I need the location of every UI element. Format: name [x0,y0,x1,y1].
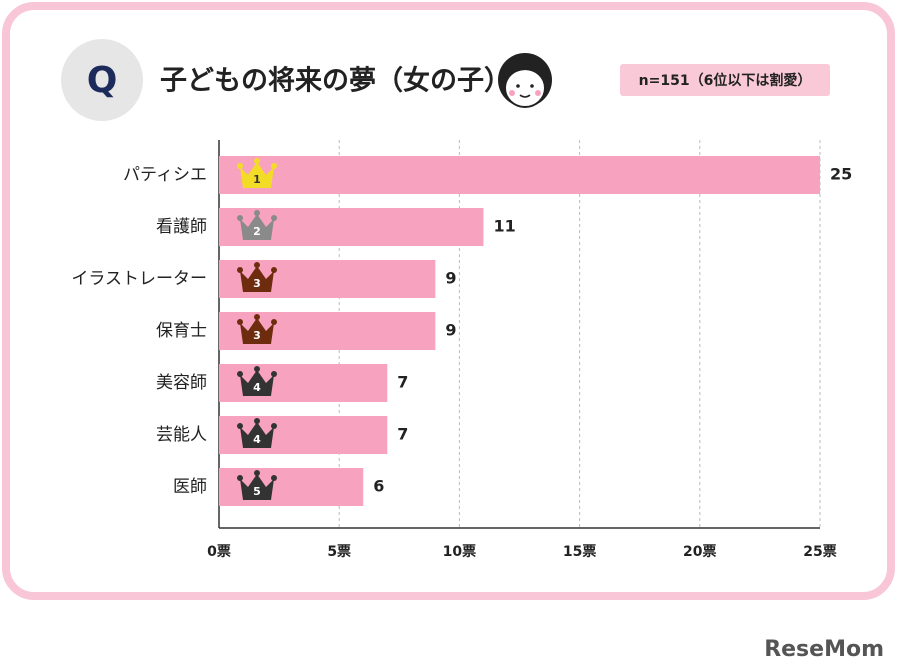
value-label: 9 [445,321,456,340]
badge: Q [87,60,118,101]
y-tick-label: 保育士 [156,321,207,341]
y-tick-label: 看護師 [156,217,207,237]
rank-label: 1 [253,173,261,186]
girl-icon [498,53,552,108]
crown-jewel [237,319,243,325]
crown-jewel [271,475,277,481]
crown-jewel [271,423,277,429]
value-label: 11 [493,217,515,236]
value-label: 7 [397,373,408,392]
crown-jewel [271,319,277,325]
bar [219,156,820,194]
x-tick-label: 0票 [207,544,231,560]
crown [240,214,274,240]
crown-jewel [254,418,260,424]
note-box [620,64,830,96]
crown-jewel [271,371,277,377]
rank-label: 3 [253,277,261,290]
crown-jewel [271,267,277,273]
y-tick-label: 医師 [173,477,207,497]
crown-jewel [237,371,243,377]
badge-circle [61,39,143,121]
crown-jewel [271,215,277,221]
value-label: 9 [445,269,456,288]
crown-jewel [254,366,260,372]
value-label: 25 [830,165,852,184]
watermark: ReseMom [764,637,884,662]
crown-jewel [237,423,243,429]
rank-label: 4 [253,433,261,446]
y-tick-label: 芸能人 [156,425,207,445]
x-tick-label: 5票 [327,544,351,560]
crown-jewel [254,210,260,216]
y-tick-label: パティシエ [123,165,207,185]
value-label: 6 [373,477,384,496]
crown-jewel [254,470,260,476]
crown-jewel [237,267,243,273]
crown-jewel [254,262,260,268]
x-tick-label: 15票 [563,544,596,560]
y-tick-label: イラストレーター [71,269,207,289]
crown [240,162,274,188]
x-tick-label: 20票 [683,544,716,560]
chart-title: 子どもの将来の夢（女の子） [160,65,511,97]
crown [240,474,274,500]
x-tick-label: 25票 [803,544,836,560]
crown [240,318,274,344]
crown [240,370,274,396]
note: n=151（6位以下は割愛） [639,72,812,89]
value-label: 7 [397,425,408,444]
y-tick-label: 美容師 [156,373,207,393]
crown [240,422,274,448]
rank-label: 2 [253,225,261,238]
rank-label: 4 [253,381,261,394]
crown [240,266,274,292]
rank-label: 3 [253,329,261,342]
crown-jewel [237,475,243,481]
crown-jewel [237,215,243,221]
bar [219,468,364,506]
crown-jewel [254,314,260,320]
crown-jewel [254,158,260,164]
crown-jewel [271,163,277,169]
crown-jewel [237,163,243,169]
rank-label: 5 [253,485,261,498]
x-tick-label: 10票 [443,544,476,560]
